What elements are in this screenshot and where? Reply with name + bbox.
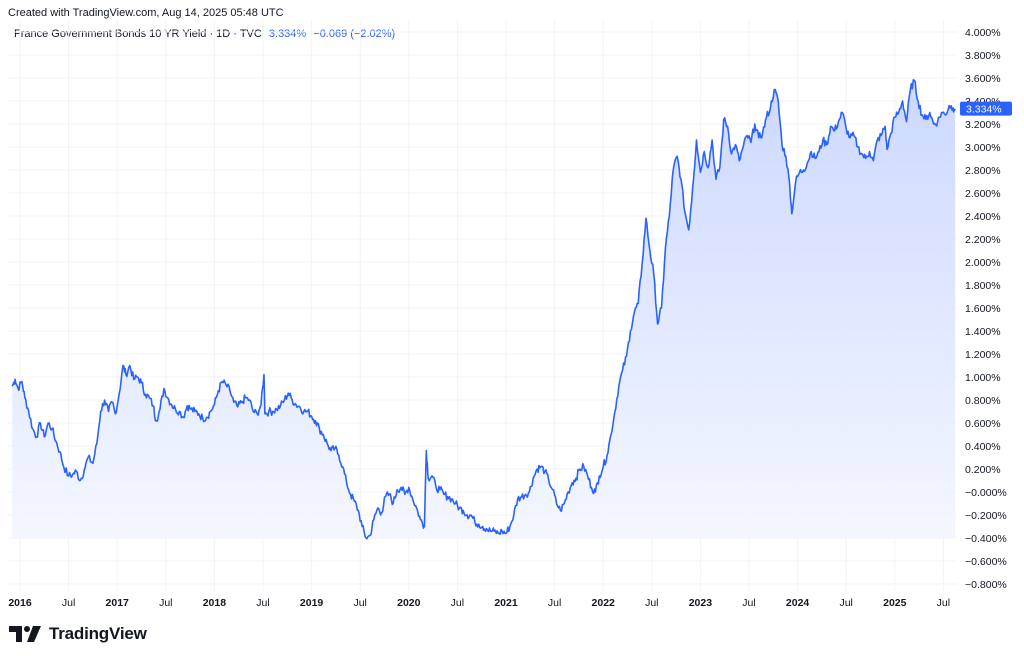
x-tick-label: Jul — [256, 597, 269, 609]
y-tick-label: 1.800% — [965, 280, 1001, 292]
x-tick-label: Jul — [937, 597, 950, 609]
x-tick-label: Jul — [548, 597, 561, 609]
time-axis[interactable]: 2016 Jul 2017 Jul 2018 Jul 2019 Jul 2020 Jul 2021 J… — [8, 597, 950, 609]
last-value-label: 3.334% — [268, 28, 307, 40]
last-price-tag-bg — [960, 101, 1012, 116]
y-tick-label: 2.800% — [965, 165, 1001, 177]
y-tick-label: 0.200% — [965, 464, 1001, 476]
y-tick-label: 2.600% — [965, 188, 1001, 200]
x-tick-label: Jul — [839, 597, 852, 609]
y-tick-label: 2.400% — [965, 211, 1001, 223]
x-tick-label: 2022 — [592, 597, 616, 609]
y-tick-label: 3.200% — [965, 119, 1001, 131]
x-tick-label: Jul — [645, 597, 658, 609]
y-tick-label: 1.400% — [965, 326, 1001, 338]
last-price-tag-label: 3.334% — [966, 104, 1002, 116]
series-line — [11, 79, 956, 540]
y-tick-label: 1.200% — [965, 349, 1001, 361]
area-fill — [12, 79, 956, 539]
x-tick-label: Jul — [159, 597, 172, 609]
y-tick-label: 1.600% — [965, 303, 1001, 315]
symbol-label[interactable]: France Government Bonds 10 YR Yield · 1D… — [14, 28, 262, 40]
y-tick-label: −0.400% — [965, 533, 1007, 545]
x-tick-label: 2019 — [300, 597, 324, 609]
change-label: −0.069 (−2.02%) — [313, 28, 396, 40]
x-tick-label: Jul — [62, 597, 75, 609]
y-tick-label: −0.800% — [965, 579, 1007, 591]
y-tick-label: −0.200% — [965, 510, 1007, 522]
y-tick-label: 3.000% — [965, 142, 1001, 154]
y-tick-label: 0.600% — [965, 418, 1001, 430]
y-tick-label: 4.000% — [965, 27, 1001, 39]
y-tick-label: 2.200% — [965, 234, 1001, 246]
x-tick-label: 2016 — [8, 597, 32, 609]
last-price-tag: 3.334% — [960, 101, 1012, 116]
y-tick-label: 0.800% — [965, 395, 1001, 407]
chart-legend: France Government Bonds 10 YR Yield · 1D… — [14, 28, 395, 40]
x-tick-label: Jul — [451, 597, 464, 609]
logo-text: TradingView — [49, 624, 147, 643]
x-tick-label: 2025 — [883, 597, 907, 609]
y-tick-label: −0.000% — [965, 487, 1007, 499]
y-tick-label: 1.000% — [965, 372, 1001, 384]
tradingview-logo[interactable]: TradingView — [9, 624, 147, 644]
series-line-path — [11, 79, 956, 540]
y-tick-label: 3.600% — [965, 73, 1001, 85]
x-tick-label: 2020 — [397, 597, 421, 609]
created-timestamp: Created with TradingView.com, Aug 14, 20… — [8, 7, 284, 19]
y-tick-label: −0.600% — [965, 556, 1007, 568]
x-tick-label: 2024 — [786, 597, 810, 609]
x-tick-label: 2017 — [106, 597, 130, 609]
area-path — [12, 79, 956, 539]
x-tick-label: 2023 — [689, 597, 713, 609]
x-tick-label: 2018 — [203, 597, 227, 609]
x-tick-label: 2021 — [494, 597, 518, 609]
x-tick-label: Jul — [742, 597, 755, 609]
y-tick-label: 2.000% — [965, 257, 1001, 269]
y-tick-label: 0.400% — [965, 441, 1001, 453]
y-tick-label: 3.800% — [965, 50, 1001, 62]
tradingview-logo-icon — [9, 626, 41, 642]
x-tick-label: Jul — [353, 597, 366, 609]
price-axis[interactable]: 4.000%3.800%3.600%3.400%3.200%3.000%2.80… — [965, 27, 1007, 591]
